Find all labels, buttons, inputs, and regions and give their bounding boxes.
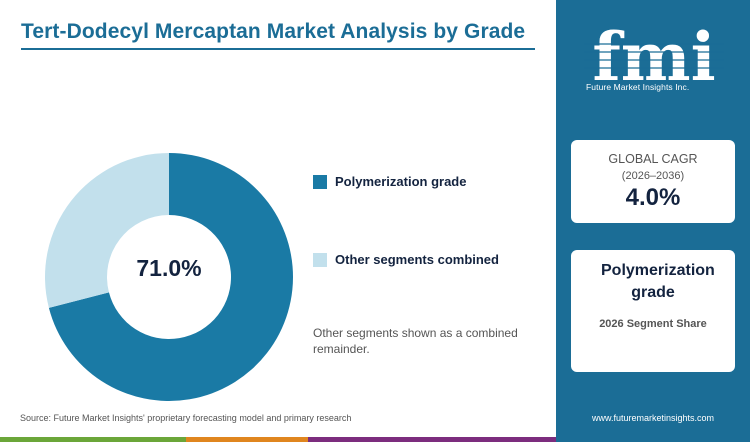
logo-subtitle: Future Market Insights Inc. [586, 82, 690, 92]
website-url: www.futuremarketinsights.com [591, 413, 715, 423]
title-underline [21, 48, 535, 50]
legend-note: Other segments shown as a combined remai… [313, 326, 518, 356]
segment-card: Polymerization grade 2026 Segment Share [571, 250, 735, 372]
bottom-bar-green [0, 437, 186, 442]
logo-text: fmi [592, 18, 715, 96]
legend-label-other: Other segments combined [335, 252, 499, 267]
cagr-label: GLOBAL CAGR [608, 152, 698, 166]
legend-label-polymerization: Polymerization grade [335, 174, 467, 189]
legend-item-polymerization: Polymerization grade [313, 174, 466, 189]
bottom-bar-purple [308, 437, 556, 442]
donut-slice-other-segments-combined [45, 153, 170, 308]
segment-share-label: 2026 Segment Share [599, 318, 707, 330]
donut-chart [45, 153, 293, 401]
legend-swatch-polymerization [313, 174, 327, 189]
chart-title: Tert-Dodecyl Mercaptan Market Analysis b… [21, 20, 526, 43]
source-note: Source: Future Market Insights' propriet… [20, 413, 352, 423]
cagr-value: 4.0% [625, 184, 681, 211]
cagr-years: (2026–2036) [621, 170, 685, 182]
segment-name: Polymerization grade [601, 262, 715, 301]
bottom-color-bar [0, 437, 556, 442]
legend-swatch-other [313, 252, 327, 267]
donut-center-value: 71.0% [136, 255, 202, 281]
donut-slice-polymerization-grade [48, 153, 293, 401]
legend-item-other: Other segments combined [313, 252, 499, 267]
sidebar: fmi Future Market Insights Inc. GLOBAL C… [556, 0, 750, 442]
cagr-card: GLOBAL CAGR (2026–2036) 4.0% [571, 140, 735, 223]
fmi-logo: fmi [584, 18, 724, 96]
chart-panel: Tert-Dodecyl Mercaptan Market Analysis b… [0, 20, 556, 442]
bottom-bar-orange [185, 437, 309, 442]
